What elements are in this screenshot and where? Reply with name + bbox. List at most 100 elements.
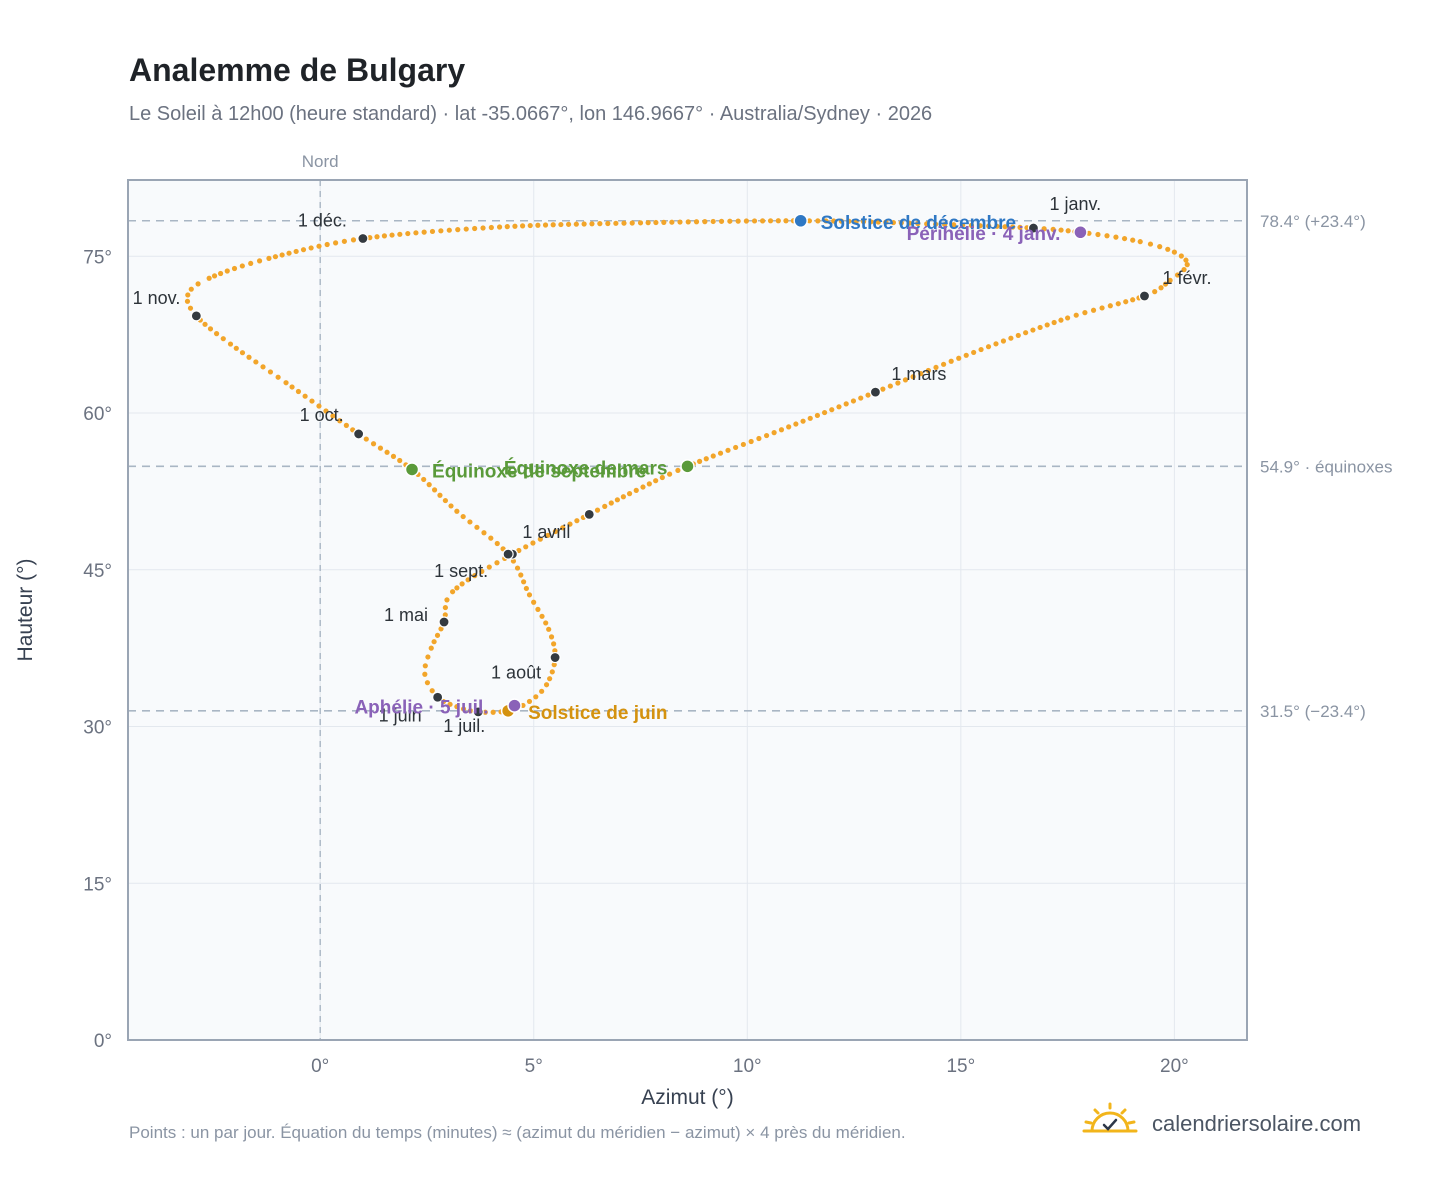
month-label: 1 oct. xyxy=(300,405,344,425)
daily-point xyxy=(552,648,558,654)
daily-point xyxy=(421,476,427,483)
daily-point xyxy=(220,336,226,342)
daily-point xyxy=(910,374,916,380)
daily-point xyxy=(397,231,403,237)
footnote: Points : un par jour. Équation du temps … xyxy=(129,1123,906,1142)
brand-name[interactable]: calendriersolaire.com xyxy=(1152,1111,1362,1136)
daily-point xyxy=(526,698,533,705)
daily-point xyxy=(836,404,842,410)
event-label: Périhélie · 4 janv. xyxy=(907,224,1061,245)
daily-point xyxy=(1113,234,1119,240)
daily-point xyxy=(295,388,302,395)
daily-point xyxy=(350,237,357,243)
daily-point xyxy=(858,395,864,401)
month-marker xyxy=(432,691,444,703)
daily-point xyxy=(195,281,201,287)
daily-point xyxy=(1051,319,1057,326)
daily-point xyxy=(547,676,553,682)
daily-point xyxy=(442,604,448,611)
daily-point xyxy=(537,536,543,542)
daily-point xyxy=(560,525,566,531)
event-marker xyxy=(793,213,808,229)
event-marker xyxy=(507,698,522,713)
daily-point xyxy=(442,497,449,504)
daily-point xyxy=(424,680,431,686)
daily-point xyxy=(748,438,754,445)
month-marker xyxy=(357,232,369,245)
daily-point xyxy=(449,589,456,595)
daily-point xyxy=(814,412,821,419)
y-axis-label: Hauteur (°) xyxy=(14,559,37,662)
daily-point xyxy=(488,224,494,231)
daily-point xyxy=(494,560,500,566)
daily-point xyxy=(963,352,969,358)
daily-point xyxy=(838,218,844,224)
month-marker xyxy=(502,548,514,560)
daily-point xyxy=(1095,231,1101,238)
daily-point xyxy=(548,634,555,640)
daily-point xyxy=(283,380,289,386)
month-marker xyxy=(438,616,450,628)
daily-point xyxy=(494,540,500,547)
daily-point xyxy=(1115,301,1121,307)
daily-point xyxy=(605,220,611,227)
daily-point xyxy=(1099,305,1105,311)
daily-point xyxy=(531,599,537,605)
daily-point xyxy=(1181,267,1187,273)
daily-point xyxy=(1158,285,1164,291)
daily-point xyxy=(767,218,774,224)
daily-point xyxy=(442,612,448,618)
plot-frame xyxy=(127,179,1248,1041)
daily-point xyxy=(1162,281,1169,287)
daily-point xyxy=(467,519,473,525)
reference-line-label: 78.4° (+23.4°) xyxy=(1260,212,1366,231)
month-marker xyxy=(190,310,202,322)
daily-point xyxy=(933,221,939,227)
daily-point xyxy=(431,639,437,645)
daily-point xyxy=(925,367,931,374)
daily-point xyxy=(330,413,336,419)
daily-point xyxy=(460,513,466,520)
daily-point xyxy=(594,507,601,513)
daily-point xyxy=(535,606,541,612)
daily-point xyxy=(1037,324,1043,331)
daily-point xyxy=(1082,310,1088,316)
daily-point xyxy=(567,521,573,527)
daily-point xyxy=(426,482,432,488)
daily-point xyxy=(821,409,828,416)
daily-point xyxy=(614,497,620,503)
daily-point xyxy=(429,228,436,235)
daily-point xyxy=(1157,244,1163,250)
daily-point xyxy=(323,408,329,414)
daily-point xyxy=(521,579,527,585)
event-label: Solstice de juin xyxy=(528,703,667,724)
daily-point xyxy=(1030,327,1036,333)
daily-point xyxy=(490,709,496,715)
daily-point xyxy=(239,350,246,356)
daily-point xyxy=(256,258,263,264)
x-tick-label: 10° xyxy=(733,1056,762,1077)
daily-point xyxy=(267,369,274,375)
daily-point xyxy=(902,377,909,383)
daily-point xyxy=(514,565,521,571)
event-label: Solstice de décembre xyxy=(821,213,1016,234)
month-label: 1 mai xyxy=(384,605,428,625)
daily-point xyxy=(565,221,572,227)
daily-point xyxy=(472,225,478,232)
month-label: 1 mars xyxy=(891,364,946,384)
daily-point xyxy=(800,418,806,424)
daily-point xyxy=(1065,228,1071,234)
daily-point xyxy=(397,457,403,464)
daily-point xyxy=(677,219,683,225)
brand[interactable]: calendriersolaire.com xyxy=(1082,1100,1382,1144)
daily-point xyxy=(455,227,461,233)
y-tick-label: 15° xyxy=(83,874,112,895)
x-axis-label: Azimut (°) xyxy=(641,1086,733,1109)
daily-point xyxy=(646,481,652,487)
daily-point xyxy=(206,275,212,281)
daily-point xyxy=(272,254,279,260)
daily-point xyxy=(653,219,659,226)
daily-point xyxy=(986,223,992,229)
daily-point xyxy=(302,393,308,399)
daily-point xyxy=(523,544,529,550)
